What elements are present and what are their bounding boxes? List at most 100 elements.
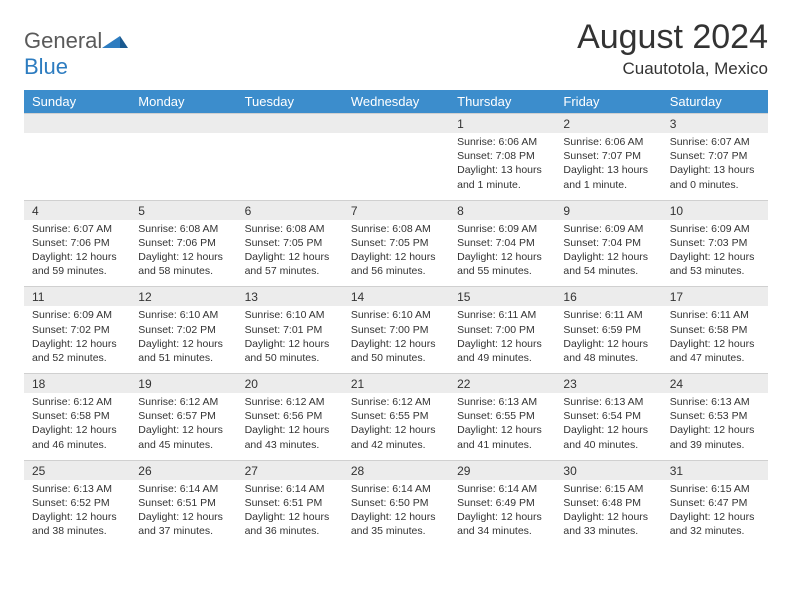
brand-name: General Blue bbox=[24, 28, 128, 80]
day-cell bbox=[130, 133, 236, 200]
brand-name-b: Blue bbox=[24, 54, 68, 79]
daylight-text: Daylight: 13 hours and 1 minute. bbox=[457, 163, 547, 191]
day-number: 5 bbox=[130, 200, 236, 220]
day-number bbox=[24, 114, 130, 134]
day-cell: Sunrise: 6:12 AMSunset: 6:55 PMDaylight:… bbox=[343, 393, 449, 460]
sunset-text: Sunset: 7:00 PM bbox=[457, 323, 547, 337]
day-cell: Sunrise: 6:11 AMSunset: 6:59 PMDaylight:… bbox=[555, 306, 661, 373]
sunrise-text: Sunrise: 6:12 AM bbox=[351, 395, 441, 409]
day-cell: Sunrise: 6:14 AMSunset: 6:49 PMDaylight:… bbox=[449, 480, 555, 547]
day-cell: Sunrise: 6:14 AMSunset: 6:51 PMDaylight:… bbox=[130, 480, 236, 547]
sunrise-text: Sunrise: 6:11 AM bbox=[457, 308, 547, 322]
daylight-text: Daylight: 12 hours and 46 minutes. bbox=[32, 423, 122, 451]
sunrise-text: Sunrise: 6:15 AM bbox=[670, 482, 760, 496]
day-cell: Sunrise: 6:08 AMSunset: 7:05 PMDaylight:… bbox=[343, 220, 449, 287]
day-cell: Sunrise: 6:13 AMSunset: 6:53 PMDaylight:… bbox=[662, 393, 768, 460]
day-number: 8 bbox=[449, 200, 555, 220]
daylight-text: Daylight: 12 hours and 52 minutes. bbox=[32, 337, 122, 365]
sunrise-text: Sunrise: 6:08 AM bbox=[138, 222, 228, 236]
sunrise-text: Sunrise: 6:13 AM bbox=[32, 482, 122, 496]
sunset-text: Sunset: 6:56 PM bbox=[245, 409, 335, 423]
sunset-text: Sunset: 6:52 PM bbox=[32, 496, 122, 510]
day-number: 4 bbox=[24, 200, 130, 220]
brand-name-a: General bbox=[24, 28, 102, 53]
day-header: Thursday bbox=[449, 90, 555, 114]
day-number: 2 bbox=[555, 114, 661, 134]
sunrise-text: Sunrise: 6:09 AM bbox=[563, 222, 653, 236]
day-header: Monday bbox=[130, 90, 236, 114]
sunset-text: Sunset: 6:53 PM bbox=[670, 409, 760, 423]
daylight-text: Daylight: 12 hours and 50 minutes. bbox=[351, 337, 441, 365]
daylight-text: Daylight: 12 hours and 45 minutes. bbox=[138, 423, 228, 451]
daylight-text: Daylight: 12 hours and 51 minutes. bbox=[138, 337, 228, 365]
daylight-text: Daylight: 13 hours and 0 minutes. bbox=[670, 163, 760, 191]
sunrise-text: Sunrise: 6:09 AM bbox=[32, 308, 122, 322]
day-header: Saturday bbox=[662, 90, 768, 114]
day-number: 10 bbox=[662, 200, 768, 220]
day-cell: Sunrise: 6:09 AMSunset: 7:02 PMDaylight:… bbox=[24, 306, 130, 373]
day-cell: Sunrise: 6:13 AMSunset: 6:55 PMDaylight:… bbox=[449, 393, 555, 460]
sunset-text: Sunset: 7:01 PM bbox=[245, 323, 335, 337]
day-number: 13 bbox=[237, 287, 343, 307]
day-number: 20 bbox=[237, 374, 343, 394]
day-cell: Sunrise: 6:12 AMSunset: 6:58 PMDaylight:… bbox=[24, 393, 130, 460]
sunset-text: Sunset: 7:06 PM bbox=[32, 236, 122, 250]
day-cell: Sunrise: 6:07 AMSunset: 7:07 PMDaylight:… bbox=[662, 133, 768, 200]
sunset-text: Sunset: 7:02 PM bbox=[138, 323, 228, 337]
sunrise-text: Sunrise: 6:12 AM bbox=[138, 395, 228, 409]
sunrise-text: Sunrise: 6:13 AM bbox=[563, 395, 653, 409]
calendar-body: 123Sunrise: 6:06 AMSunset: 7:08 PMDaylig… bbox=[24, 114, 768, 547]
sunset-text: Sunset: 6:55 PM bbox=[457, 409, 547, 423]
daylight-text: Daylight: 12 hours and 40 minutes. bbox=[563, 423, 653, 451]
daylight-text: Daylight: 12 hours and 55 minutes. bbox=[457, 250, 547, 278]
daylight-text: Daylight: 12 hours and 38 minutes. bbox=[32, 510, 122, 538]
day-number: 24 bbox=[662, 374, 768, 394]
sunset-text: Sunset: 7:05 PM bbox=[351, 236, 441, 250]
sunset-text: Sunset: 6:47 PM bbox=[670, 496, 760, 510]
day-number: 1 bbox=[449, 114, 555, 134]
day-cell bbox=[24, 133, 130, 200]
day-cell: Sunrise: 6:10 AMSunset: 7:02 PMDaylight:… bbox=[130, 306, 236, 373]
day-cell: Sunrise: 6:14 AMSunset: 6:51 PMDaylight:… bbox=[237, 480, 343, 547]
day-number: 6 bbox=[237, 200, 343, 220]
day-cell bbox=[237, 133, 343, 200]
sunset-text: Sunset: 6:50 PM bbox=[351, 496, 441, 510]
sunrise-text: Sunrise: 6:11 AM bbox=[670, 308, 760, 322]
sunrise-text: Sunrise: 6:14 AM bbox=[351, 482, 441, 496]
sunset-text: Sunset: 6:58 PM bbox=[32, 409, 122, 423]
day-number: 23 bbox=[555, 374, 661, 394]
day-cell: Sunrise: 6:12 AMSunset: 6:56 PMDaylight:… bbox=[237, 393, 343, 460]
daylight-text: Daylight: 12 hours and 37 minutes. bbox=[138, 510, 228, 538]
day-number: 14 bbox=[343, 287, 449, 307]
sunrise-text: Sunrise: 6:14 AM bbox=[457, 482, 547, 496]
sunrise-text: Sunrise: 6:12 AM bbox=[32, 395, 122, 409]
sunset-text: Sunset: 6:54 PM bbox=[563, 409, 653, 423]
month-title: August 2024 bbox=[577, 18, 768, 57]
sunrise-text: Sunrise: 6:14 AM bbox=[245, 482, 335, 496]
day-number: 26 bbox=[130, 460, 236, 480]
sunrise-text: Sunrise: 6:09 AM bbox=[670, 222, 760, 236]
sunset-text: Sunset: 7:04 PM bbox=[563, 236, 653, 250]
day-cell: Sunrise: 6:09 AMSunset: 7:04 PMDaylight:… bbox=[449, 220, 555, 287]
sunrise-text: Sunrise: 6:08 AM bbox=[245, 222, 335, 236]
sunset-text: Sunset: 6:55 PM bbox=[351, 409, 441, 423]
day-cell: Sunrise: 6:12 AMSunset: 6:57 PMDaylight:… bbox=[130, 393, 236, 460]
day-cell bbox=[343, 133, 449, 200]
location-label: Cuautotola, Mexico bbox=[577, 59, 768, 79]
sunrise-text: Sunrise: 6:07 AM bbox=[670, 135, 760, 149]
daylight-text: Daylight: 12 hours and 39 minutes. bbox=[670, 423, 760, 451]
sunset-text: Sunset: 7:00 PM bbox=[351, 323, 441, 337]
daylight-text: Daylight: 12 hours and 42 minutes. bbox=[351, 423, 441, 451]
day-number bbox=[237, 114, 343, 134]
day-header: Tuesday bbox=[237, 90, 343, 114]
sunset-text: Sunset: 6:59 PM bbox=[563, 323, 653, 337]
sunrise-text: Sunrise: 6:13 AM bbox=[457, 395, 547, 409]
sunrise-text: Sunrise: 6:08 AM bbox=[351, 222, 441, 236]
day-cell: Sunrise: 6:15 AMSunset: 6:48 PMDaylight:… bbox=[555, 480, 661, 547]
daylight-text: Daylight: 12 hours and 53 minutes. bbox=[670, 250, 760, 278]
daylight-text: Daylight: 12 hours and 43 minutes. bbox=[245, 423, 335, 451]
daylight-text: Daylight: 12 hours and 47 minutes. bbox=[670, 337, 760, 365]
day-number: 18 bbox=[24, 374, 130, 394]
title-block: August 2024 Cuautotola, Mexico bbox=[577, 18, 768, 79]
day-cell: Sunrise: 6:08 AMSunset: 7:05 PMDaylight:… bbox=[237, 220, 343, 287]
